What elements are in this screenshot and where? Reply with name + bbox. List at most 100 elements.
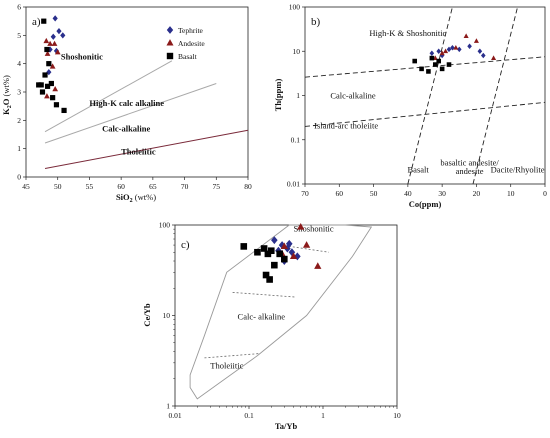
panel-b-points [412,33,497,74]
y-tick-label: 1 [296,91,300,100]
field-label: andesite [456,166,484,176]
panel-c-label: c) [181,239,190,251]
data-point-basalt [39,89,46,95]
x-tick-label: 55 [86,182,94,191]
panel-b-label: b) [311,16,321,28]
data-point-tephrite [436,48,442,55]
x-tick-label: 10 [507,189,515,198]
data-point-andesite [49,63,56,69]
data-point-andesite [491,55,497,60]
data-point-andesite [54,49,61,55]
panel-c-frame [174,224,398,407]
y-tick-label: 0.01 [287,180,300,189]
data-point-basalt [412,58,418,64]
x-tick-label: 45 [22,182,30,191]
data-point-basalt [419,66,424,72]
data-point-tephrite [56,27,62,35]
data-point-basalt [267,247,275,255]
field-boundary [304,101,546,127]
data-point-basalt [439,66,445,72]
field-label: Calc-alkaline [102,124,150,134]
data-point-tephrite [480,52,486,59]
y-tick-label: 5 [17,31,21,40]
legend-entry-basalt: Basalt [178,52,198,61]
data-point-tephrite [53,47,60,55]
data-point-andesite [44,93,50,99]
y-tick-label: 4 [17,59,21,68]
x-tick-label: 10 [393,411,401,420]
field-label: High-K & Shoshonitic [369,28,446,38]
panel-a-xlabel: SiO2 (wt%) [116,192,156,204]
y-tick-label: 3 [17,88,21,97]
x-tick-label: 50 [54,182,62,191]
x-tick-label: 30 [438,189,446,198]
field-label: High-K calc alkaline [89,98,164,108]
data-point-basalt [44,46,50,53]
panel-c-points [240,223,322,283]
data-point-basalt [260,245,268,252]
data-point-tephrite [285,239,293,248]
y-tick-label: 1 [166,402,170,411]
field-label: Calc- alkaline [238,312,286,322]
data-point-andesite [439,50,445,56]
x-tick-label: 60 [117,182,125,191]
x-tick-label: 75 [213,182,221,191]
field-boundary [44,60,173,133]
field-label: Calc-alkaline [330,91,376,101]
panel-b-field-labels: High-K & Shoshonitic Calc-alkaline Island-… [314,28,545,176]
x-tick-label: 0 [543,189,547,198]
data-point-tephrite [467,43,472,49]
panel-a-ylabel: K2O (wt%) [1,75,13,115]
data-point-andesite [52,86,59,92]
legend-entry-andesite: Andesite [178,39,205,48]
x-tick-label: 70 [181,182,189,191]
legend-entry-tephrite: Tephrite [178,26,204,35]
data-point-basalt [429,55,435,61]
field-boundary [472,6,519,185]
field-label: basaltic andesite/ [440,158,499,168]
data-point-basalt [50,95,56,101]
y-tick-label: 6 [17,3,21,12]
data-point-basalt [46,61,52,67]
data-point-basalt [276,250,284,258]
data-point-andesite [302,241,311,248]
data-point-tephrite [50,33,56,40]
y-tick-label: 10 [293,47,301,56]
data-point-andesite [453,44,459,50]
data-point-basalt [266,276,273,283]
y-tick-label: 100 [289,3,301,12]
data-point-tephrite [429,50,435,57]
y-tick-label: 10 [163,311,171,320]
y-tick-label: 0 [17,173,21,182]
panel-c-ylabel: Ce/Yb [142,303,152,326]
data-point-andesite [51,40,58,46]
data-point-basalt [41,18,47,24]
field-boundary [44,129,249,169]
data-point-tephrite [60,32,66,39]
field-label: Dacite/Rhyolite [491,165,545,175]
data-point-tephrite [446,46,452,53]
data-point-basalt [240,243,248,250]
panel-b-xlabel: Co(ppm) [409,199,442,209]
y-tick-label: 1 [17,144,21,153]
data-point-andesite [443,48,449,54]
panel-a-boundaries [44,60,249,169]
data-point-andesite [473,38,479,43]
data-point-andesite [47,40,53,46]
x-tick-label: 60 [336,189,344,198]
panel-a-points [36,15,67,114]
data-point-tephrite [278,241,286,250]
panel-a-label: a) [32,16,41,28]
data-point-andesite [43,37,50,44]
field-label: Shoshonitic [294,223,334,233]
field-boundary [44,83,217,144]
field-label: Island-arc tholeiite [314,120,378,130]
data-point-basalt [271,261,278,269]
panel-a-legend: Tephrite Andesite Basalt [166,26,205,61]
x-tick-label: 50 [370,189,378,198]
data-point-andesite [314,262,322,269]
data-point-basalt [432,62,438,67]
